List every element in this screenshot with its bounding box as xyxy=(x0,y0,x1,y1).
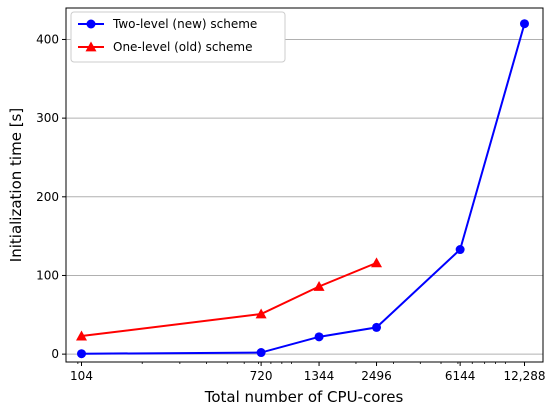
data-point-triangle xyxy=(255,308,267,319)
legend-entry: Two-level (new) scheme xyxy=(78,17,257,31)
series-group xyxy=(76,19,529,359)
legend-entry: One-level (old) scheme xyxy=(78,40,253,54)
x-tick-label: 1344 xyxy=(304,369,335,383)
plot-area xyxy=(66,8,543,362)
x-tick-label: 12,288 xyxy=(503,369,545,383)
y-axis-label: Initialization time [s] xyxy=(7,108,25,262)
x-axis-ticks: 104 720 1344 2496 6144 12,288 xyxy=(70,362,545,383)
data-point-circle xyxy=(372,322,382,332)
x-tick-label: 2496 xyxy=(361,369,392,383)
data-point-circle xyxy=(314,332,324,342)
plot-frame xyxy=(65,7,544,363)
data-point-triangle xyxy=(85,41,97,52)
y-tick-label: 200 xyxy=(36,190,59,204)
y-tick-label: 300 xyxy=(36,111,59,125)
legend-label: One-level (old) scheme xyxy=(113,40,253,54)
data-point-triangle xyxy=(76,330,88,341)
x-axis-label: Total number of CPU-cores xyxy=(204,388,404,406)
series-line xyxy=(81,23,526,355)
data-point-circle xyxy=(519,19,529,29)
legend-box xyxy=(70,11,286,63)
x-tick-label: 720 xyxy=(250,369,273,383)
data-point-circle xyxy=(455,245,465,255)
series-triangle xyxy=(76,257,383,341)
data-point-circle xyxy=(256,348,266,358)
y-tick-label: 100 xyxy=(36,268,59,282)
data-point-circle xyxy=(86,19,96,29)
legend: Two-level (new) scheme One-level (old) sc… xyxy=(70,11,286,63)
y-tick-label: 0 xyxy=(51,347,59,361)
x-tick-label: 104 xyxy=(70,369,93,383)
data-point-circle xyxy=(77,349,87,359)
y-axis-ticks: 0 100 200 300 400 xyxy=(36,32,66,361)
y-tick-label: 400 xyxy=(36,32,59,46)
data-point-triangle xyxy=(371,257,383,268)
data-point-triangle xyxy=(313,280,325,291)
legend-label: Two-level (new) scheme xyxy=(112,17,257,31)
series-circle xyxy=(77,19,529,359)
x-tick-label: 6144 xyxy=(445,369,476,383)
series-line xyxy=(81,261,377,338)
